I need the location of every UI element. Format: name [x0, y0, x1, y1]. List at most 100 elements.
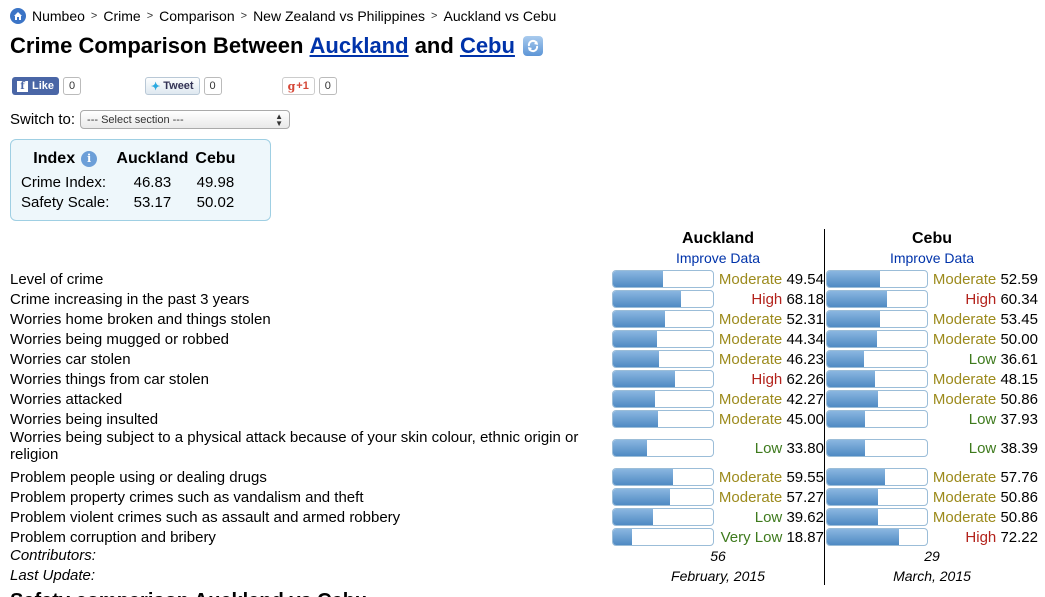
row-label: Level of crime [10, 271, 104, 288]
score-bar [826, 350, 928, 368]
comparison-row: Worries car stolen Moderate 46.23 Low 36.6… [10, 349, 1045, 369]
swap-icon[interactable] [522, 36, 543, 56]
score-bar [826, 370, 928, 388]
title-city2-link[interactable]: Cebu [459, 33, 515, 58]
row-label: Worries being insulted [10, 411, 159, 428]
gplus-button[interactable]: g +1 [281, 77, 315, 95]
gplus-icon: g [287, 79, 296, 93]
last-update-label: Last Update: [10, 567, 96, 584]
improve-data-link-city2[interactable]: Improve Data [889, 250, 975, 266]
improve-data-link-city1[interactable]: Improve Data [675, 250, 761, 266]
score-bar [826, 390, 928, 408]
column-header-city2: Cebu Improve Data [826, 229, 1038, 267]
score-level: Moderate [718, 310, 783, 328]
score-cell-city1: Moderate 46.23 [612, 349, 824, 369]
score-level: Low [968, 350, 997, 368]
score-bar-fill [613, 411, 658, 427]
score-number: 38.39 [996, 439, 1038, 457]
score-level: High [965, 290, 997, 308]
score-bar [826, 270, 928, 288]
score-number: 52.59 [996, 270, 1038, 288]
score-bar [612, 370, 714, 388]
score-bar-fill [613, 529, 632, 545]
comparison-row: Worries attacked Moderate 42.27 Moderate 5… [10, 389, 1045, 409]
score-level: Moderate [718, 330, 783, 348]
score-number: 68.18 [782, 290, 824, 308]
breadcrumb-current: Auckland vs Cebu [443, 8, 557, 24]
score-level: Moderate [718, 390, 783, 408]
facebook-icon: f [17, 80, 28, 92]
score-number: 50.86 [996, 508, 1038, 526]
score-bar-fill [827, 311, 881, 327]
comparison-row: Problem corruption and bribery Very Low 1… [10, 527, 1045, 547]
score-value: Moderate 52.59 [928, 271, 1038, 288]
score-value: Moderate 57.27 [714, 489, 824, 506]
home-icon[interactable] [10, 8, 26, 24]
score-number: 42.27 [782, 390, 824, 408]
score-bar-fill [613, 440, 647, 456]
score-number: 53.45 [996, 310, 1038, 328]
info-icon[interactable]: i [81, 150, 98, 167]
row-label: Worries attacked [10, 391, 123, 408]
score-bar [826, 508, 928, 526]
breadcrumb-numbeo[interactable]: Numbeo [32, 8, 85, 24]
breadcrumb: Numbeo > Crime > Comparison > New Zealan… [10, 8, 556, 24]
score-bar-fill [613, 331, 658, 347]
score-cell-city2: Moderate 50.86 [826, 389, 1038, 409]
score-value: Moderate 57.76 [928, 469, 1038, 486]
score-number: 59.55 [782, 468, 824, 486]
score-cell-city1: Moderate 44.34 [612, 329, 824, 349]
score-number: 50.86 [996, 488, 1038, 506]
tweet-button[interactable]: ✦ Tweet [145, 77, 200, 95]
score-bar-fill [613, 469, 673, 485]
row-label: Worries car stolen [10, 351, 131, 368]
score-bar [612, 350, 714, 368]
score-level: Moderate [932, 310, 997, 328]
score-cell-city2: High 60.34 [826, 289, 1038, 309]
score-level: Very Low [720, 528, 783, 546]
score-bar-fill [827, 331, 877, 347]
switch-label: Switch to: [10, 111, 76, 128]
score-bar-fill [613, 291, 682, 307]
score-value: Moderate 45.00 [714, 411, 824, 428]
score-bar [826, 330, 928, 348]
gplus-label: +1 [296, 80, 309, 92]
score-bar-fill [613, 351, 660, 367]
title-city1-link[interactable]: Auckland [309, 33, 409, 58]
score-value: Moderate 42.27 [714, 391, 824, 408]
score-bar [612, 488, 714, 506]
score-cell-city1: Very Low 18.87 [612, 527, 824, 547]
last-update-city1: February, 2015 [671, 568, 765, 584]
breadcrumb-comparison[interactable]: Comparison [159, 8, 235, 24]
score-cell-city2: Low 36.61 [826, 349, 1038, 369]
score-value: Low 38.39 [928, 440, 1038, 457]
score-bar [612, 439, 714, 457]
breadcrumb-crime[interactable]: Crime [103, 8, 141, 24]
section-select[interactable]: --- Select section --- ▲ ▼ [80, 110, 291, 129]
score-number: 48.15 [996, 370, 1038, 388]
score-number: 39.62 [782, 508, 824, 526]
index-header-city2: Cebu [195, 150, 236, 167]
score-value: Low 33.80 [714, 440, 824, 457]
comparison-row: Worries being subject to a physical atta… [10, 429, 1045, 467]
gplus-count: 0 [318, 77, 337, 95]
column-city2-name: Cebu [912, 230, 952, 247]
row-label: Worries being subject to a physical atta… [10, 429, 579, 463]
crime-index-label: Crime Index: [21, 174, 107, 191]
safety-scale-city2: 50.02 [196, 194, 235, 211]
score-value: High 60.34 [928, 291, 1038, 308]
facebook-like-button[interactable]: f Like [12, 77, 60, 95]
title-joiner: and [414, 33, 454, 58]
column-header-city1: Auckland Improve Data [612, 229, 824, 267]
score-cell-city2: High 72.22 [826, 527, 1038, 547]
last-update-city2: March, 2015 [893, 568, 971, 584]
score-cell-city1: Moderate 59.55 [612, 467, 824, 487]
breadcrumb-countries[interactable]: New Zealand vs Philippines [253, 8, 426, 24]
tweet-label: Tweet [163, 80, 194, 92]
score-value: Very Low 18.87 [714, 529, 824, 546]
score-bar [826, 439, 928, 457]
score-value: Moderate 46.23 [714, 351, 824, 368]
score-bar-fill [827, 391, 878, 407]
score-level: Moderate [932, 330, 997, 348]
contributors-city2: 29 [924, 548, 940, 564]
